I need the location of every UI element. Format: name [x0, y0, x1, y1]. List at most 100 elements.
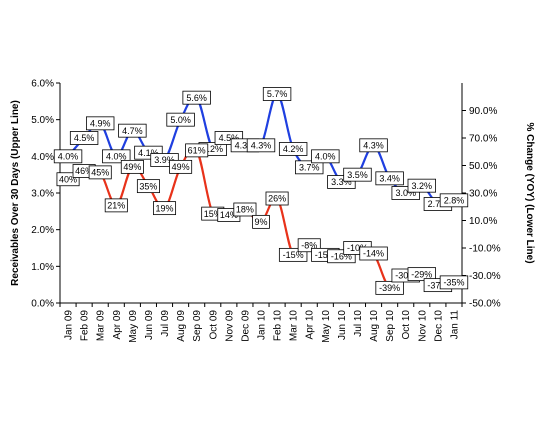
data-label-text: 49% — [123, 162, 141, 172]
x-tick-label: Nov 09 — [224, 310, 235, 342]
data-label-text: 4.0% — [58, 152, 79, 162]
data-label-text: 9% — [254, 217, 267, 227]
data-label-text: -8% — [301, 240, 317, 250]
data-label-box — [166, 112, 195, 127]
receivables-data-label: 4.0% — [311, 149, 340, 164]
left-tick-label: 6.0% — [31, 79, 54, 90]
receivables-data-label: 3.4% — [375, 171, 404, 186]
right-tick-label: 10.0% — [469, 216, 497, 227]
right-tick-label: 50.0% — [469, 161, 497, 172]
x-tick-label: Sep 10 — [385, 310, 396, 342]
receivables-data-label: 4.5% — [69, 131, 99, 145]
x-tick-label: Mar 10 — [289, 310, 300, 342]
data-label-text: 49% — [172, 162, 190, 172]
data-label-text: 40% — [59, 174, 77, 184]
data-label-box — [343, 167, 372, 182]
data-label-box — [359, 246, 388, 261]
x-tick-label: Jan 11 — [449, 310, 460, 340]
data-label-text: 4.3% — [251, 141, 272, 151]
x-tick-label: Apr 09 — [112, 310, 123, 340]
yoy-data-label: 26% — [265, 191, 289, 206]
x-tick-label: Sep 09 — [192, 310, 203, 342]
data-label-text: 18% — [236, 205, 254, 215]
receivables-data-label: 2.8% — [439, 193, 469, 208]
data-label-text: 4.0% — [315, 152, 336, 162]
yoy-data-label: 19% — [153, 201, 177, 216]
data-label-text: 2.8% — [444, 196, 465, 206]
yoy-data-label: 49% — [169, 159, 193, 174]
right-axis-title: % Change (YOY) (Lower Line) — [524, 122, 535, 263]
data-label-text: 4.1% — [138, 148, 159, 158]
data-label-text: -16% — [331, 251, 352, 261]
data-label-box — [278, 142, 308, 156]
data-label-text: 4.2% — [203, 144, 224, 154]
data-label-text: 4.9% — [90, 119, 111, 129]
yoy-data-label: -35% — [439, 275, 469, 290]
right-tick-label: 70.0% — [469, 134, 497, 145]
data-label-text: 4.0% — [106, 152, 127, 162]
data-label-text: 15% — [204, 209, 222, 219]
data-label-box — [439, 275, 469, 290]
x-tick-label: Oct 09 — [208, 310, 219, 340]
receivables-data-label: 4.3% — [246, 138, 276, 153]
receivables-data-label: 3.7% — [295, 160, 324, 175]
left-tick-label: 1.0% — [31, 262, 54, 273]
data-label-box — [185, 143, 209, 158]
data-label-text: 2.7% — [428, 199, 449, 209]
receivables-data-label: 4.7% — [118, 123, 147, 138]
data-label-text: 4.5% — [74, 133, 95, 143]
data-label-text: 4.5% — [219, 133, 240, 143]
data-label-box — [104, 198, 128, 213]
data-label-text: 3.2% — [412, 181, 433, 191]
data-label-text: -29% — [411, 269, 432, 279]
data-label-text: 61% — [188, 146, 206, 156]
data-label-text: 5.7% — [267, 89, 288, 99]
x-tick-label: Nov 10 — [417, 310, 428, 342]
data-label-text: -37% — [427, 280, 448, 290]
x-tick-label: Jan 09 — [64, 310, 75, 340]
data-label-box — [120, 159, 144, 174]
yoy-data-label: -29% — [407, 267, 437, 282]
data-label-text: 19% — [156, 203, 174, 213]
yoy-data-label: -39% — [375, 280, 404, 295]
receivables-data-label: 3.5% — [343, 167, 372, 182]
receivables-data-label: 5.7% — [262, 87, 292, 101]
data-label-text: 5.6% — [186, 93, 207, 103]
receivables-data-label: 4.0% — [53, 149, 83, 164]
yoy-data-label: 21% — [104, 198, 128, 213]
left-tick-label: 2.0% — [31, 225, 54, 236]
data-label-text: 3.9% — [154, 155, 175, 165]
data-label-box — [233, 202, 257, 217]
data-label-box — [407, 178, 437, 193]
x-tick-label: Apr 10 — [305, 310, 316, 340]
data-label-box — [359, 138, 388, 153]
data-label-text: 26% — [268, 194, 286, 204]
data-label-box — [169, 159, 193, 174]
receivables-data-label: 4.9% — [86, 116, 115, 131]
x-tick-label: Oct 10 — [401, 310, 412, 340]
x-tick-label: Dec 09 — [240, 310, 251, 342]
data-label-box — [182, 90, 211, 105]
x-tick-label: May 10 — [321, 310, 332, 343]
data-label-box — [375, 171, 404, 186]
yoy-data-label: 9% — [252, 214, 270, 229]
data-label-text: 3.3% — [331, 177, 352, 187]
right-tick-label: -30.0% — [469, 271, 501, 282]
x-tick-label: Jun 10 — [337, 310, 348, 340]
data-label-text: 3.4% — [379, 174, 400, 184]
right-tick-label: 30.0% — [469, 189, 497, 200]
data-label-text: 35% — [139, 181, 157, 191]
chart-data-labels: 4.0% 4.5% 4.9% 4.0% 4.7% 4.1%3.9% 5.0% 5.6% 4.2%… — [53, 87, 469, 295]
receivables-data-label: 5.0% — [166, 112, 195, 127]
data-label-box — [311, 149, 340, 164]
data-label-box — [69, 131, 99, 145]
x-tick-label: Jul 09 — [160, 310, 171, 337]
data-label-box — [88, 165, 112, 180]
data-label-text: -10% — [347, 243, 368, 253]
data-label-text: 46% — [75, 166, 93, 176]
x-tick-label: Aug 10 — [369, 310, 380, 342]
data-label-box — [295, 160, 324, 175]
data-label-box — [118, 123, 147, 138]
yoy-data-label: 49% — [120, 159, 144, 174]
